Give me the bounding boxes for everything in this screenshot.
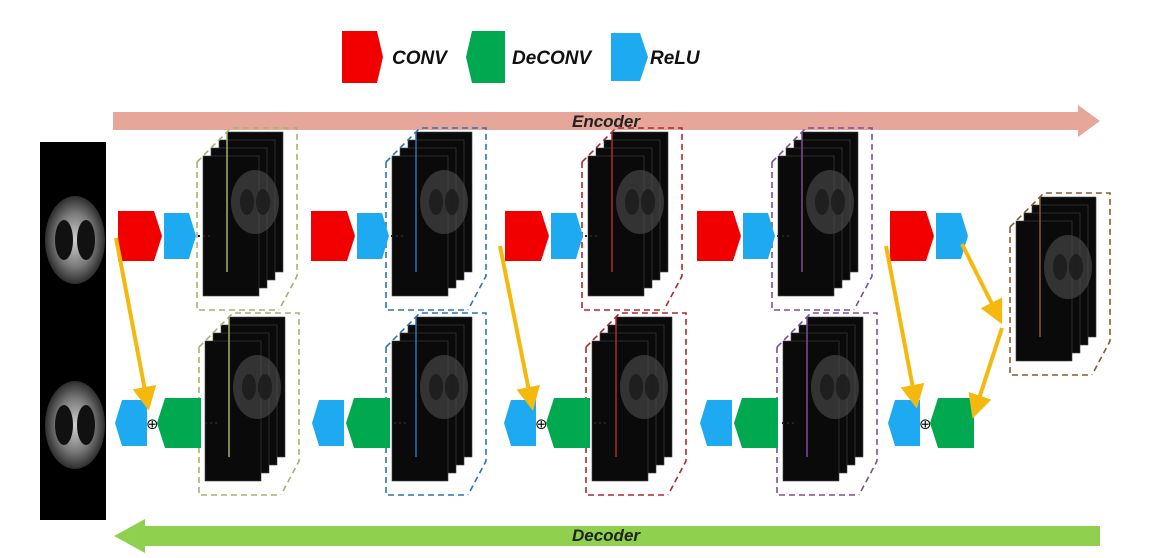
encoder-relu-block-4 <box>743 213 775 259</box>
decoder-feature-stack-3-frame <box>585 347 668 496</box>
bottleneck-feature-stack-frame <box>1009 227 1092 376</box>
legend-relu-swatch <box>611 33 648 81</box>
skip-add-symbol: ⊕ <box>919 415 932 433</box>
encoder-relu-block-2 <box>357 213 389 259</box>
decoder-feature-stack-4-texture <box>820 374 834 400</box>
encoder-feature-stack-4-frame <box>771 127 873 311</box>
decoder-deconv-block-2 <box>346 398 390 448</box>
decoder-deconv-block-5 <box>930 398 974 448</box>
decoder-relu-block-2 <box>312 400 344 446</box>
encoder-conv-block-4 <box>697 211 741 261</box>
encoder-feature-stack-4-texture <box>831 189 845 215</box>
bottleneck-feature-stack <box>1009 192 1111 376</box>
decoder-deconv-block-1 <box>157 398 201 448</box>
decoder-feature-stack-1 <box>198 312 300 496</box>
encoder-feature-stack-3-texture <box>625 189 639 215</box>
bottleneck-feature-stack-texture <box>1044 235 1092 299</box>
skip-connection-arrow <box>968 327 1004 419</box>
skip-add-symbol: ⊕ <box>535 415 548 433</box>
decoder-feature-stack-3-texture <box>629 374 643 400</box>
bottleneck-feature-stack-texture <box>1053 254 1067 280</box>
encoder-relu-block-5 <box>936 213 968 259</box>
decoder-feature-stack-2 <box>385 312 487 496</box>
encoder-conv-block-2 <box>311 211 355 261</box>
skip-connection-arrow <box>884 245 925 409</box>
decoder-feature-stack-3-texture <box>620 355 668 419</box>
decoder-relu-block-1 <box>115 400 147 446</box>
decoder-feature-stack-4-frame <box>776 312 878 496</box>
legend-conv-label: CONV <box>392 48 448 69</box>
skip-connection-arrow <box>960 243 1003 325</box>
decoder-relu-block-4 <box>700 400 732 446</box>
bottleneck-feature-stack-frame <box>1009 192 1111 376</box>
skip-add-symbol: ⊕ <box>146 415 159 433</box>
legend-deconv-swatch <box>466 31 505 83</box>
encoder-feature-stack-2 <box>385 127 487 311</box>
decoder-feature-stack-4 <box>776 312 878 496</box>
decoder-feature-stack-1-texture <box>233 355 281 419</box>
decoder-feature-stack-4-frame <box>776 347 859 496</box>
decoder-feature-stack-4-texture <box>836 374 850 400</box>
encoder-feature-stack-2-frame <box>385 162 468 311</box>
legend-relu-label: ReLU <box>650 48 701 69</box>
encoder-feature-stack-2-texture <box>445 189 459 215</box>
decoder-feature-stack-3-texture <box>645 374 659 400</box>
decoder-deconv-block-4 <box>734 398 778 448</box>
encoder-feature-stack-2-texture <box>429 189 443 215</box>
bottleneck-feature-stack-texture <box>1069 254 1083 280</box>
decoder-feature-stack-2-texture <box>445 374 459 400</box>
legend: CONV DeCONV ReLU <box>342 31 701 83</box>
decoder-feature-stack-3-frame <box>585 312 687 496</box>
encoder-feature-stack-4 <box>771 127 873 311</box>
decoder-feature-stack-2-frame <box>385 347 468 496</box>
output-ct-image <box>40 328 106 520</box>
encoder-label: Encoder <box>572 112 641 131</box>
encoder-relu-block-1 <box>164 213 196 259</box>
decoder-feature-stack-4-texture <box>811 355 859 419</box>
decoder-relu-block-3 <box>504 400 536 446</box>
encoder-feature-stack-3-texture <box>616 170 664 234</box>
decoder-feature-stack-3 <box>585 312 687 496</box>
decoder-feature-stack-1-frame <box>198 347 281 496</box>
decoder-label: Decoder <box>572 526 641 545</box>
encoder-relu-block-3 <box>551 213 583 259</box>
encoder-feature-stack-3-frame <box>581 127 683 311</box>
encoder-feature-stack-4-texture <box>806 170 854 234</box>
decoder-relu-block-5 <box>888 400 920 446</box>
encoder-feature-stack-2-texture <box>420 170 468 234</box>
decoder-feature-stack-2-frame <box>385 312 487 496</box>
encoder-conv-block-5 <box>890 211 934 261</box>
encoder-feature-stack-2-frame <box>385 127 487 311</box>
encoder-feature-stack-1 <box>196 127 298 311</box>
decoder-feature-stack-1-frame <box>198 312 300 496</box>
legend-conv-swatch <box>342 31 383 83</box>
decoder-feature-stack-2-texture <box>420 355 468 419</box>
encoder-feature-stack-1-texture <box>240 189 254 215</box>
skip-connection-arrow <box>498 245 541 411</box>
encoder-feature-stack-1-texture <box>256 189 270 215</box>
input-ct-image <box>40 142 106 334</box>
encoder-feature-stack-1-frame <box>196 127 298 311</box>
decoder-arrow: Decoder <box>114 519 1100 553</box>
encoder-feature-stack-3-texture <box>641 189 655 215</box>
decoder-deconv-block-3 <box>546 398 590 448</box>
encoder-conv-block-3 <box>505 211 549 261</box>
decoder-feature-stack-2-texture <box>429 374 443 400</box>
encoder-feature-stack-3 <box>581 127 683 311</box>
network-blocks: ⊕ ⊕ ⊕ <box>114 127 1111 496</box>
encoder-arrow: Encoder <box>113 105 1100 137</box>
encoder-feature-stack-1-frame <box>196 162 279 311</box>
legend-deconv-label: DeCONV <box>512 48 593 69</box>
encoder-feature-stack-1-texture <box>231 170 279 234</box>
decoder-feature-stack-1-texture <box>242 374 256 400</box>
skip-connection-arrow <box>114 237 157 411</box>
decoder-feature-stack-1-texture <box>258 374 272 400</box>
encoder-conv-block-1 <box>118 211 162 261</box>
encoder-feature-stack-4-texture <box>815 189 829 215</box>
encoder-feature-stack-4-frame <box>771 162 854 311</box>
encoder-feature-stack-3-frame <box>581 162 664 311</box>
